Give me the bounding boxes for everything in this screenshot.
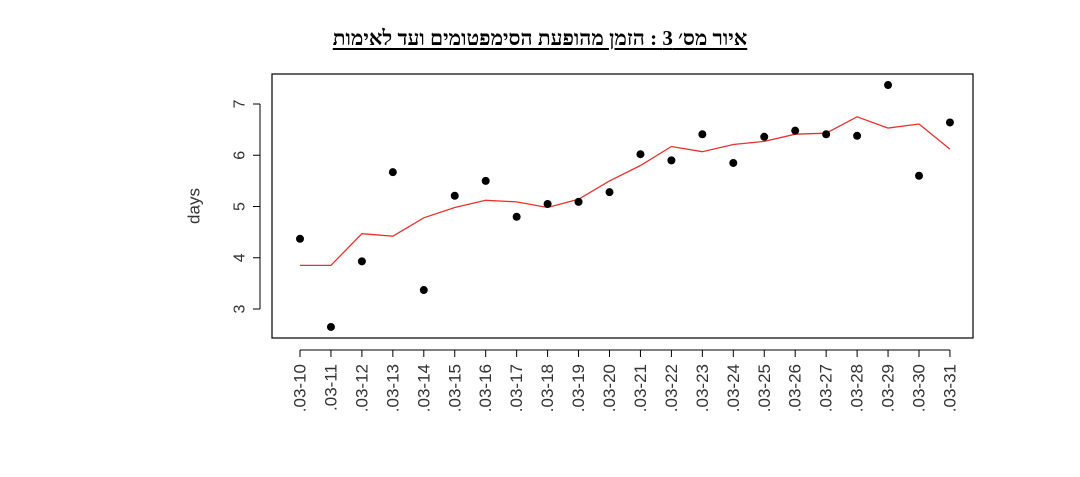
y-tick-label: 7	[232, 99, 249, 108]
x-tick-label: .03-29	[879, 364, 898, 412]
x-tick-label: .03-11	[321, 364, 340, 411]
data-point	[481, 176, 490, 185]
data-point	[729, 158, 738, 167]
x-tick-label: .03-27	[817, 364, 836, 412]
data-point	[822, 130, 831, 139]
x-tick-label: .03-18	[538, 364, 557, 412]
data-point	[605, 188, 614, 197]
data-point	[388, 168, 397, 177]
data-point	[853, 131, 862, 140]
x-tick-label: .03-14	[414, 364, 433, 412]
data-point	[636, 150, 645, 159]
y-tick-label: 4	[232, 253, 249, 262]
data-point	[915, 171, 923, 180]
data-point	[450, 191, 459, 200]
data-point	[884, 81, 893, 90]
y-axis-label: days	[185, 188, 204, 224]
data-point	[326, 322, 335, 331]
trend-line	[300, 116, 951, 267]
x-tick-label: .03-23	[693, 364, 712, 412]
y-tick-label: 3	[232, 304, 249, 313]
x-tick-label: .03-30	[910, 364, 929, 412]
x-tick-label: .03-20	[600, 364, 619, 412]
data-point	[791, 126, 800, 135]
x-tick-label: .03-19	[569, 364, 588, 412]
x-tick-label: .03-12	[352, 364, 371, 412]
x-tick-label: .03-13	[383, 364, 402, 412]
plot-frame	[271, 73, 974, 339]
x-tick-label: .03-25	[755, 364, 774, 412]
data-point	[760, 132, 769, 141]
line-layer	[300, 116, 951, 267]
points-layer	[296, 81, 954, 331]
data-point	[698, 130, 707, 139]
x-tick-label: .03-10	[291, 364, 310, 412]
x-tick-label: .03-31	[940, 364, 959, 412]
x-tick-label: .03-24	[724, 364, 743, 412]
chart-title: איור מס׳ 3 : הזמן מהופעת הסימפטומים ועד …	[0, 26, 1080, 51]
data-point	[296, 234, 304, 243]
y-tick-label: 6	[232, 151, 249, 160]
x-tick-label: .03-17	[507, 364, 526, 412]
y-tick-label: 5	[232, 202, 249, 211]
x-tick-label: .03-26	[786, 364, 805, 412]
data-point	[357, 257, 366, 266]
x-tick-label: .03-28	[848, 364, 867, 412]
x-tick-label: .03-21	[631, 364, 650, 412]
x-tick-label: .03-16	[476, 364, 495, 412]
x-tick-label: .03-15	[445, 364, 464, 412]
axes-layer: 3 4 5 6 7 days .03-10 .03-11 .03-12 .03-13 .03-14.…	[185, 73, 974, 412]
data-point	[667, 156, 676, 165]
data-point	[512, 212, 521, 221]
chart-title-text: איור מס׳ 3 : הזמן מהופעת הסימפטומים ועד …	[332, 26, 748, 50]
data-point	[574, 197, 583, 206]
data-point	[419, 286, 428, 295]
data-point	[945, 118, 954, 127]
x-tick-label: .03-22	[662, 364, 681, 412]
data-point	[543, 199, 552, 208]
